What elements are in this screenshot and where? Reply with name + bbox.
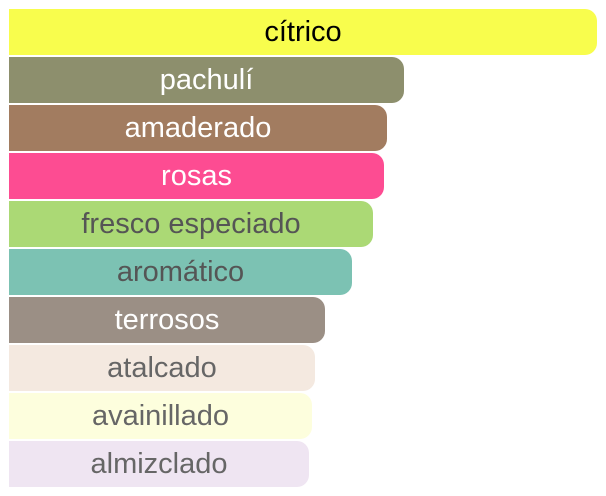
bar-label-8: avainillado — [91, 399, 230, 432]
bar-5: aromático — [9, 249, 352, 295]
bar-label-6: terrosos — [114, 303, 220, 336]
bar-7: atalcado — [9, 345, 315, 391]
bar-label-9: almizclado — [90, 447, 228, 480]
bar-9: almizclado — [9, 441, 309, 487]
bar-0: cítrico — [9, 9, 597, 55]
bar-label-2: amaderado — [124, 111, 272, 144]
bar-label-1: pachulí — [159, 63, 254, 96]
bar-4: fresco especiado — [9, 201, 373, 247]
bar-8: avainillado — [9, 393, 312, 439]
bar-1: pachulí — [9, 57, 404, 103]
bar-6: terrosos — [9, 297, 325, 343]
bar-label-0: cítrico — [264, 15, 342, 48]
bar-label-7: atalcado — [107, 351, 217, 384]
bar-label-3: rosas — [161, 159, 232, 192]
bar-label-5: aromático — [116, 255, 245, 288]
bar-2: amaderado — [9, 105, 387, 151]
bar-label-4: fresco especiado — [81, 207, 301, 240]
bar-3: rosas — [9, 153, 384, 199]
